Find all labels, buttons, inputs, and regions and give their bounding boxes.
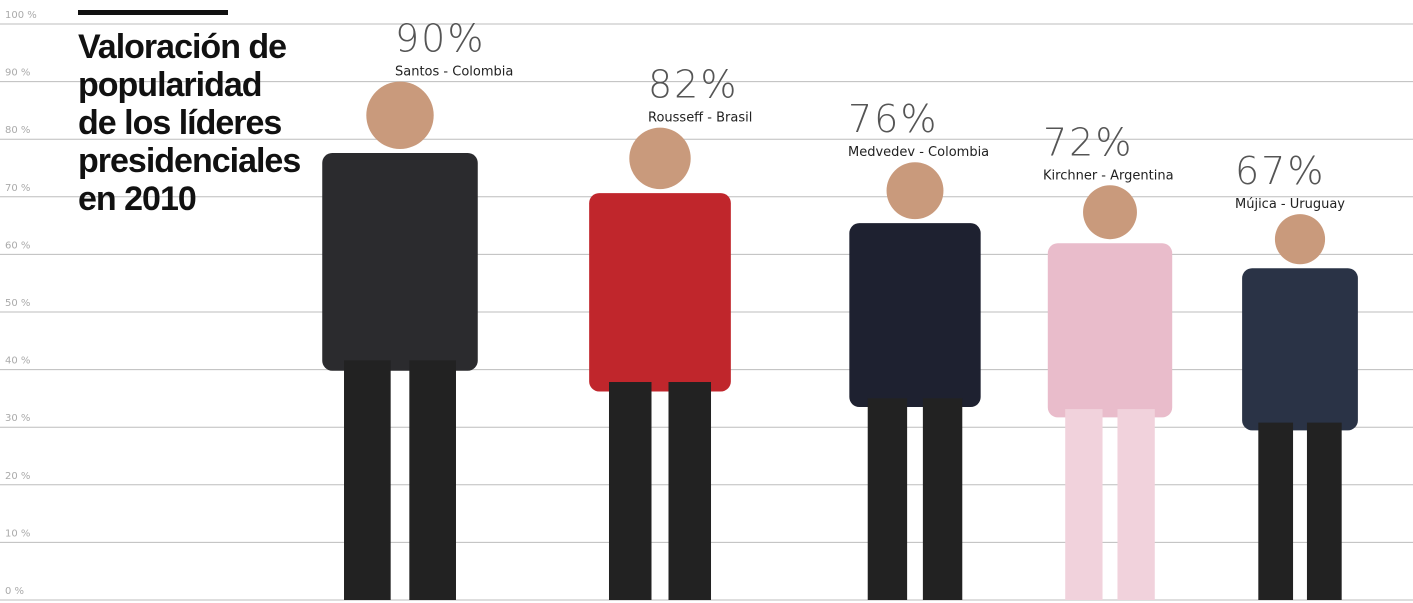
person-head	[1274, 214, 1326, 265]
chart-title: Valoración de popularidad de los líderes…	[78, 28, 301, 218]
person	[849, 162, 981, 600]
value-label: 72%	[1043, 120, 1133, 164]
person	[589, 127, 731, 600]
title-rule	[78, 10, 228, 15]
person-body	[589, 193, 731, 392]
y-tick-label: 50 %	[5, 298, 30, 309]
y-tick-label: 60 %	[5, 240, 30, 251]
y-tick-label: 40 %	[5, 356, 30, 367]
person-head	[629, 127, 691, 190]
person-leg	[409, 360, 456, 600]
category-label: Mújica - Uruguay	[1235, 197, 1345, 212]
y-tick-label: 100 %	[5, 10, 37, 21]
person-head	[886, 162, 944, 220]
person-leg	[344, 360, 391, 600]
y-tick-label: 10 %	[5, 528, 30, 539]
person-head	[366, 81, 434, 149]
value-label: 76%	[848, 97, 938, 141]
person-body	[1242, 268, 1358, 431]
person	[1047, 185, 1173, 600]
y-tick-label: 0 %	[5, 586, 24, 597]
person-body	[1047, 243, 1173, 418]
y-tick-label: 20 %	[5, 471, 30, 482]
person-leg	[867, 398, 908, 600]
person-leg	[1306, 422, 1342, 600]
person-body	[849, 223, 981, 408]
person-body	[322, 152, 478, 371]
category-label: Rousseff - Brasil	[648, 111, 752, 126]
person-leg	[922, 398, 963, 600]
person-leg	[1117, 409, 1155, 600]
y-tick-label: 90 %	[5, 68, 30, 79]
value-label: 90%	[395, 17, 485, 61]
category-label: Medvedev - Colombia	[848, 145, 989, 160]
value-label: 82%	[648, 63, 738, 107]
person	[1242, 214, 1358, 600]
y-tick-label: 30 %	[5, 413, 30, 424]
person	[322, 81, 478, 600]
y-tick-label: 70 %	[5, 183, 30, 194]
person-leg	[1258, 422, 1294, 600]
person-head	[1083, 185, 1137, 240]
category-label: Kirchner - Argentina	[1043, 168, 1174, 183]
value-label: 67%	[1235, 149, 1325, 193]
category-label: Santos - Colombia	[395, 65, 513, 80]
person-leg	[668, 382, 712, 600]
person-leg	[1065, 409, 1103, 600]
y-tick-label: 80 %	[5, 125, 30, 136]
person-leg	[608, 382, 652, 600]
